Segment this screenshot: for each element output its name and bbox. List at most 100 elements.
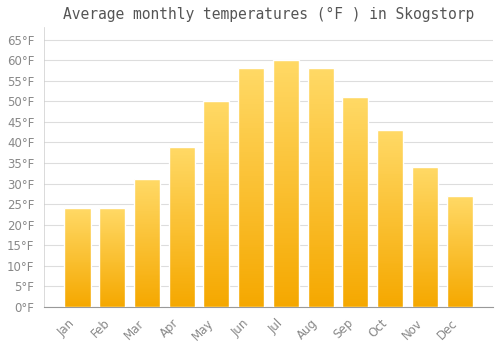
Bar bbox=[446, 206, 472, 207]
Bar bbox=[273, 223, 299, 225]
Bar bbox=[342, 305, 368, 307]
Bar bbox=[168, 280, 194, 281]
Bar bbox=[412, 257, 438, 258]
Bar bbox=[377, 132, 403, 134]
Bar bbox=[377, 248, 403, 250]
Bar bbox=[134, 224, 160, 225]
Bar bbox=[168, 216, 194, 217]
Bar bbox=[446, 240, 472, 241]
Bar bbox=[134, 284, 160, 285]
Bar bbox=[134, 247, 160, 248]
Bar bbox=[204, 266, 230, 268]
Bar bbox=[377, 228, 403, 229]
Bar bbox=[99, 289, 125, 290]
Bar bbox=[412, 198, 438, 199]
Bar bbox=[168, 153, 194, 155]
Bar bbox=[238, 131, 264, 133]
Bar bbox=[204, 216, 230, 218]
Bar bbox=[412, 177, 438, 178]
Bar bbox=[64, 237, 90, 238]
Bar bbox=[134, 191, 160, 192]
Bar bbox=[377, 229, 403, 231]
Bar bbox=[412, 287, 438, 289]
Bar bbox=[377, 181, 403, 183]
Bar bbox=[168, 286, 194, 288]
Bar bbox=[204, 235, 230, 237]
Bar bbox=[308, 166, 334, 169]
Bar bbox=[238, 142, 264, 145]
Bar bbox=[134, 275, 160, 276]
Bar bbox=[99, 210, 125, 211]
Bar bbox=[204, 215, 230, 216]
Bar bbox=[64, 222, 90, 223]
Bar bbox=[412, 202, 438, 203]
Bar bbox=[377, 284, 403, 286]
Bar bbox=[377, 144, 403, 146]
Bar bbox=[273, 92, 299, 95]
Bar bbox=[204, 297, 230, 299]
Bar bbox=[273, 203, 299, 206]
Bar bbox=[273, 287, 299, 290]
Bar bbox=[412, 171, 438, 173]
Bar bbox=[342, 118, 368, 120]
Bar bbox=[342, 170, 368, 173]
Bar bbox=[273, 63, 299, 65]
Bar bbox=[342, 120, 368, 122]
Bar bbox=[168, 150, 194, 151]
Bar bbox=[134, 269, 160, 270]
Bar bbox=[412, 279, 438, 280]
Bar bbox=[134, 183, 160, 184]
Bar bbox=[168, 296, 194, 297]
Bar bbox=[308, 97, 334, 99]
Bar bbox=[204, 114, 230, 116]
Bar bbox=[446, 259, 472, 260]
Bar bbox=[308, 109, 334, 111]
Bar bbox=[168, 190, 194, 191]
Bar bbox=[64, 300, 90, 301]
Bar bbox=[238, 104, 264, 106]
Bar bbox=[342, 265, 368, 267]
Bar bbox=[342, 278, 368, 280]
Bar bbox=[99, 275, 125, 276]
Bar bbox=[308, 114, 334, 116]
Bar bbox=[134, 225, 160, 226]
Bar bbox=[342, 116, 368, 118]
Bar bbox=[342, 125, 368, 127]
Bar bbox=[134, 238, 160, 239]
Bar bbox=[446, 204, 472, 205]
Bar bbox=[168, 270, 194, 272]
Bar bbox=[412, 301, 438, 303]
Bar bbox=[342, 137, 368, 139]
Bar bbox=[134, 219, 160, 220]
Bar bbox=[64, 209, 90, 210]
Bar bbox=[204, 101, 230, 103]
Bar bbox=[168, 288, 194, 289]
Bar bbox=[308, 252, 334, 254]
Bar bbox=[342, 131, 368, 133]
Bar bbox=[134, 192, 160, 194]
Bar bbox=[377, 240, 403, 242]
Bar bbox=[134, 274, 160, 275]
Bar bbox=[377, 159, 403, 160]
Bar bbox=[412, 227, 438, 229]
Bar bbox=[412, 219, 438, 220]
Bar bbox=[412, 206, 438, 208]
Bar bbox=[308, 128, 334, 131]
Bar bbox=[342, 181, 368, 183]
Bar bbox=[99, 301, 125, 302]
Bar bbox=[273, 75, 299, 77]
Bar bbox=[168, 169, 194, 170]
Bar bbox=[168, 174, 194, 175]
Bar bbox=[342, 231, 368, 233]
Bar bbox=[377, 215, 403, 217]
Bar bbox=[412, 182, 438, 184]
Bar bbox=[446, 222, 472, 223]
Bar bbox=[446, 227, 472, 228]
Bar bbox=[99, 299, 125, 300]
Bar bbox=[204, 260, 230, 262]
Bar bbox=[273, 139, 299, 142]
Bar bbox=[134, 301, 160, 302]
Bar bbox=[273, 265, 299, 267]
Bar bbox=[377, 197, 403, 199]
Bar bbox=[204, 186, 230, 188]
